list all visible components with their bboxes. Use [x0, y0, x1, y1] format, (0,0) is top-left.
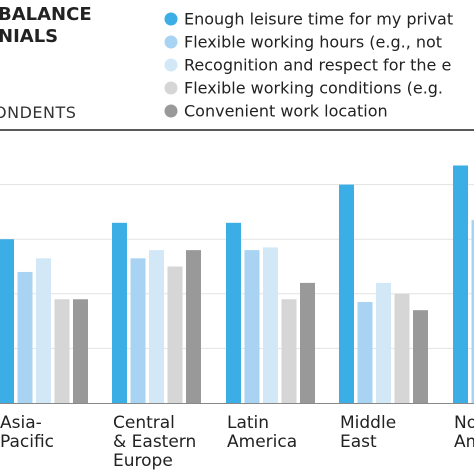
- bar: [339, 184, 354, 403]
- bar: [0, 239, 14, 403]
- legend-label: Flexible working conditions (e.g.: [184, 79, 443, 98]
- legend-item: Recognition and respect for the e: [164, 56, 451, 75]
- bar: [300, 282, 315, 403]
- bar: [263, 247, 278, 403]
- x-tick-label: No: [454, 413, 474, 433]
- bar: [394, 293, 410, 403]
- chart-subtitle: ONDENTS: [0, 103, 76, 122]
- chart-title-line: NIALS: [0, 26, 58, 47]
- legend-marker: [164, 81, 178, 95]
- bar: [281, 299, 297, 403]
- x-tick-label: Latin: [227, 413, 269, 433]
- legend-marker: [164, 35, 178, 49]
- x-tick-label: Asia-: [0, 413, 42, 433]
- bar: [186, 250, 201, 403]
- legend-item: Enough leisure time for my privat: [164, 10, 453, 29]
- bar: [226, 222, 241, 403]
- bar: [357, 301, 373, 403]
- legend-item: Convenient work location: [164, 102, 388, 121]
- bar: [54, 299, 70, 403]
- legend: Enough leisure time for my privat Flexibl…: [164, 10, 453, 121]
- bar: [130, 258, 146, 403]
- x-tick-label: Middle: [340, 413, 396, 433]
- bar: [73, 299, 88, 403]
- x-tick-label: Pacific: [0, 432, 54, 452]
- legend-label: Convenient work location: [184, 102, 388, 121]
- x-tick-label: & Eastern: [113, 432, 196, 452]
- legend-label: Recognition and respect for the e: [184, 56, 451, 75]
- legend-label: Enough leisure time for my privat: [184, 10, 453, 29]
- legend-marker: [164, 104, 178, 118]
- bar: [244, 250, 260, 403]
- bar: [453, 165, 468, 403]
- x-tick-label: Central: [113, 413, 175, 433]
- bar: [376, 282, 391, 403]
- x-tick-label: Europe: [113, 451, 173, 471]
- x-tick-label: America: [227, 432, 297, 452]
- legend-marker: [164, 58, 178, 72]
- legend-label: Flexible working hours (e.g., not: [184, 33, 442, 52]
- bar: [167, 266, 183, 403]
- bar: [413, 310, 428, 403]
- bars: [0, 165, 474, 404]
- legend-item: Flexible working conditions (e.g.: [164, 79, 443, 98]
- bar: [36, 258, 51, 403]
- legend-item: Flexible working hours (e.g., not: [164, 33, 442, 52]
- x-tick-label: East: [340, 432, 377, 452]
- bar: [149, 250, 164, 403]
- chart-title-line: BALANCE: [0, 4, 92, 25]
- bar: [17, 271, 33, 403]
- x-tick-label: Am: [454, 432, 474, 452]
- legend-marker: [164, 12, 178, 26]
- bar: [471, 220, 474, 403]
- bar: [112, 222, 127, 403]
